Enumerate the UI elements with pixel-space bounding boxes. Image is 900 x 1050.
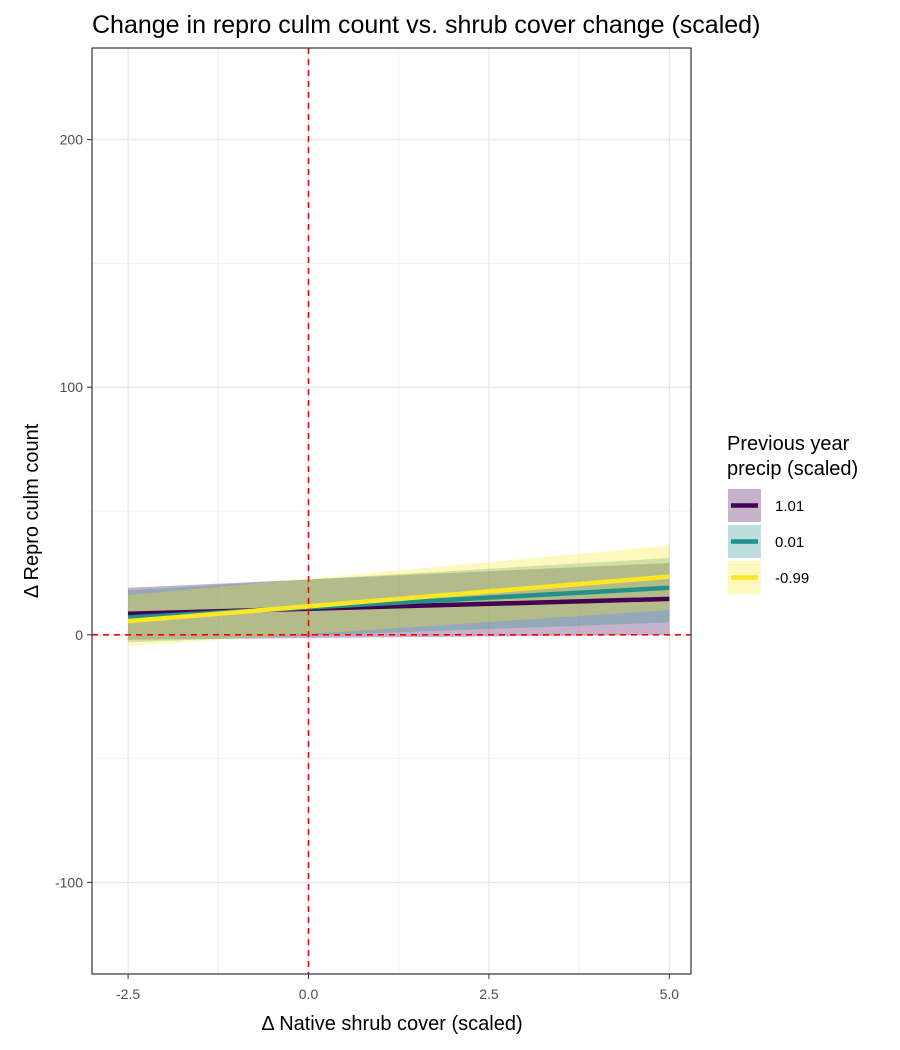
y-tick-label: 100 [60,379,84,395]
x-axis-ticks: -2.5 0.0 2.5 5.0 [116,974,679,1002]
x-tick-label: 0.0 [299,986,319,1002]
legend-title-line-1: Previous year [727,433,850,455]
grid-lines [92,48,691,974]
y-tick-label: 0 [75,627,83,643]
x-axis-title: Δ Native shrub cover (scaled) [261,1013,522,1035]
x-tick-label: -2.5 [116,986,140,1002]
y-tick-label: -100 [55,874,83,890]
x-tick-label: 5.0 [660,986,680,1002]
x-tick-label: 2.5 [479,986,499,1002]
legend-label-0.01: 0.01 [775,534,804,551]
plot-border [91,47,692,975]
legend-keys: 1.01 0.01 -0.99 [728,489,809,594]
reference-lines [92,48,691,974]
series-line--0.99 [127,574,670,624]
legend-label--0.99: -0.99 [775,570,809,587]
y-axis-title: Δ Repro culm count [21,423,43,598]
legend-label-1.01: 1.01 [775,498,804,515]
legend: Previous year precip (scaled) 1.01 0.01 -0… [727,433,858,594]
chart-title: Change in repro culm count vs. shrub cov… [92,11,760,39]
band--0.99 [128,545,670,646]
y-axis-ticks: -100 0 100 200 [55,132,92,890]
plot-panel [91,47,692,975]
legend-title-line-2: precip (scaled) [727,458,858,480]
trend-lines [127,574,670,624]
y-tick-label: 200 [60,132,84,148]
